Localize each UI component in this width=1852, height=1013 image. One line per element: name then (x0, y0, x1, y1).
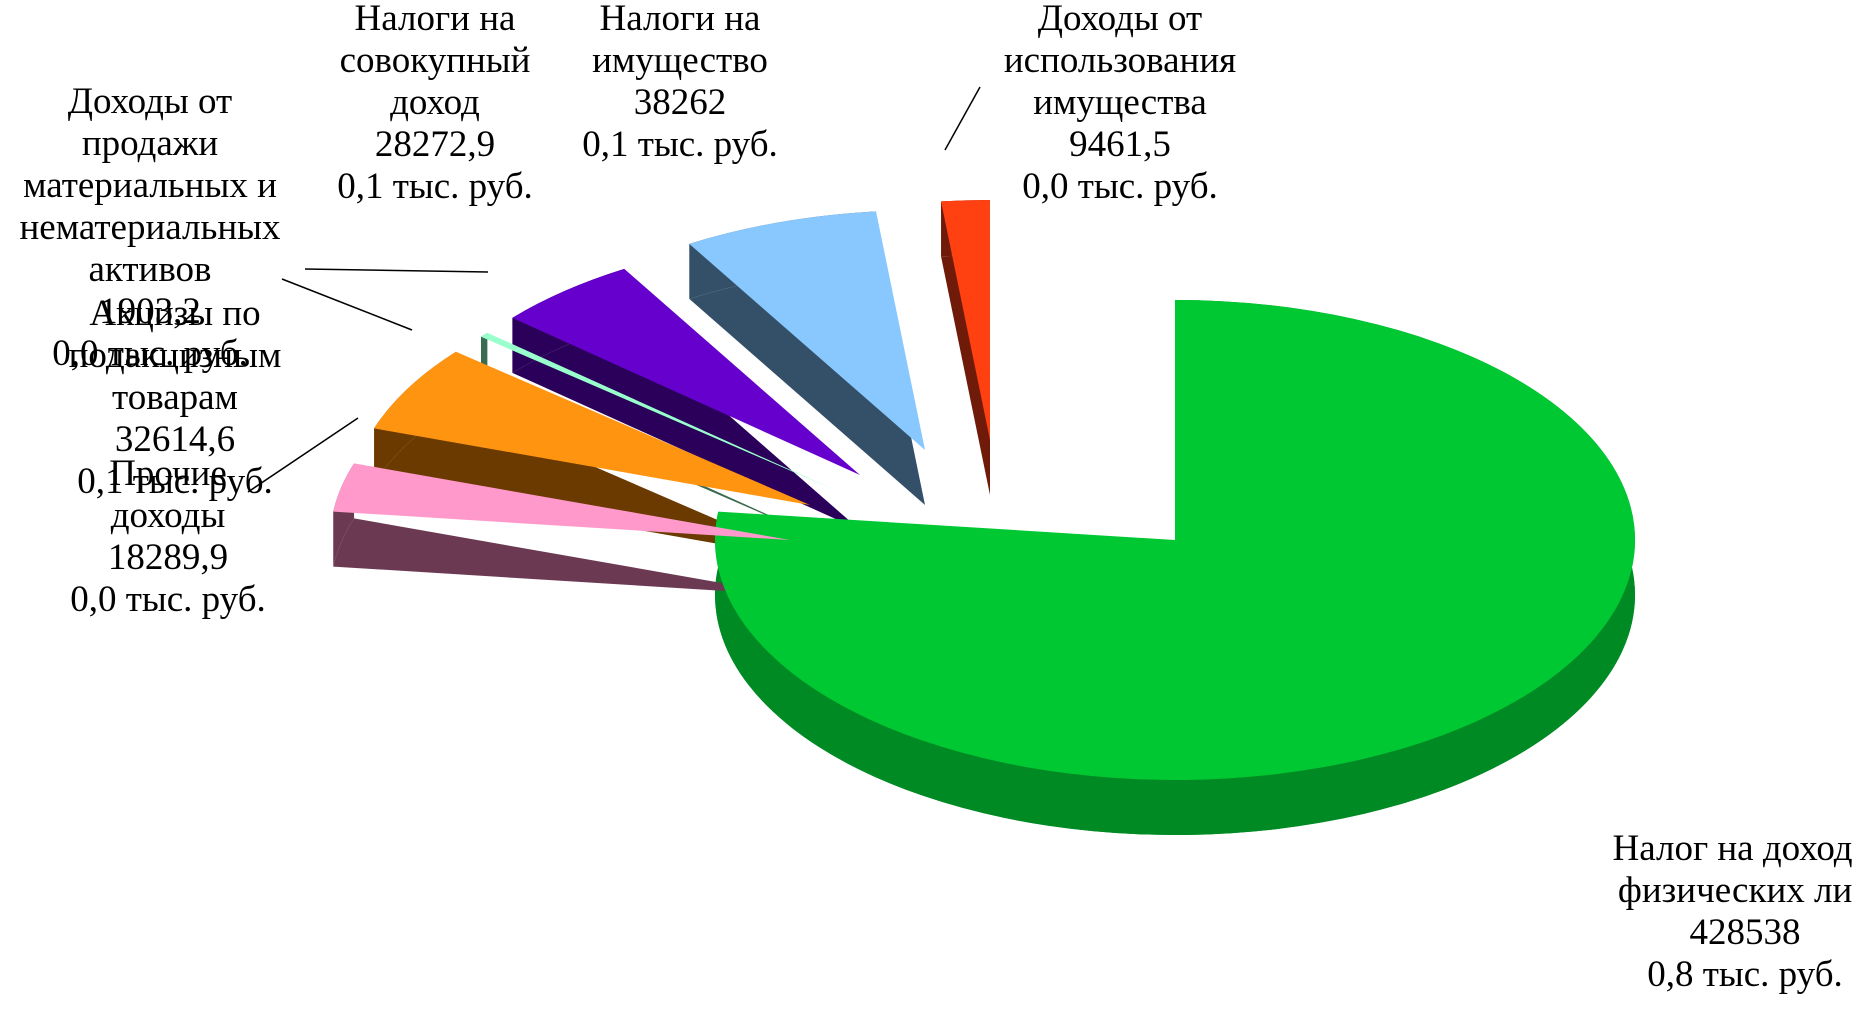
slice-4-label-line: 1903,2 (99, 291, 201, 332)
slice-1-label-line: физических лиц (1618, 870, 1852, 911)
slice-6-label-line: 0,1 тыс. руб. (582, 124, 778, 165)
slice-1-label-line: Налог на доходы (1613, 828, 1852, 869)
slice-1-top (714, 300, 1635, 781)
slice-3-label-line: товарам (112, 377, 238, 418)
slice-5-label-line: 28272,9 (375, 124, 495, 165)
slice-7-data-label: Доходы от использования имущества 9461,5 0,0… (1004, 0, 1236, 207)
slice-3-label-line: 0,1 тыс. руб. (77, 461, 273, 502)
slice-3-leader-line (281, 278, 413, 331)
slice-2-leader-line (247, 417, 359, 493)
slice-7-label-line: использования (1004, 40, 1236, 81)
slice-7-label-line: имущества (1033, 82, 1207, 123)
slice-3-data-label: Акцизы по подакцизным товарам 32614,6 0,1 ты… (69, 293, 282, 502)
slice-3-label-line: подакцизным (69, 335, 282, 376)
slice-2-data-label: Прочие доходы 18289,9 0,0 тыс. руб. (70, 453, 266, 620)
slice-3-top (374, 351, 810, 505)
slice-5-top (512, 268, 860, 475)
slice-2-label-line: 0,0 тыс. руб. (70, 579, 266, 620)
slice-7-label-line: Доходы от (1038, 0, 1202, 39)
slice-5-label-line: доход (390, 82, 480, 123)
slice-5-label-line: Налоги на (355, 0, 516, 39)
slice-6-label-line: 38262 (634, 82, 727, 123)
slice-3-label-line: 32614,6 (115, 419, 235, 460)
slice-4-label-line: Доходы от (68, 81, 232, 122)
slice-4-data-label: Доходы от продажи материальных и нематериал… (20, 81, 281, 374)
slice-5-label-line: совокупный (340, 40, 531, 81)
slice-7-top (941, 200, 990, 440)
slice-5-bottom (512, 323, 860, 530)
slice-4-leader-line (304, 268, 489, 273)
slice-6-top (689, 211, 925, 450)
slice-7-label-line: 0,0 тыс. руб. (1022, 166, 1218, 207)
slice-2-bottom (333, 518, 790, 595)
slice-4-top (480, 332, 835, 490)
slice-4-label-line: материальных и (23, 165, 277, 206)
slice-6-label-line: Налоги на (600, 0, 761, 39)
slice-4-label-line: нематериальных (20, 207, 281, 248)
slice-2-label-line: 18289,9 (108, 537, 228, 578)
slice-7-leader-line (944, 86, 981, 151)
slice-6-data-label: Налоги на имущество 38262 0,1 тыс. руб. (582, 0, 778, 165)
slice-4-label-line: 0,0 тыс. руб. (52, 333, 248, 374)
slice-6-label-line: имущество (592, 40, 768, 81)
slice-7-label-line: 9461,5 (1069, 124, 1171, 165)
slice-2-label-line: доходы (111, 495, 226, 536)
slice-3-label-line: Акцизы по (89, 293, 260, 334)
slice-2-top (333, 463, 790, 540)
leader-lines (247, 86, 981, 493)
slice-5-data-label: Налоги на совокупный доход 28272,9 0,1 тыс. … (337, 0, 533, 207)
data-labels: Налог на доходы физических лиц 428538 0,8 т… (20, 0, 1852, 995)
slice-1-label-line: 428538 (1690, 912, 1801, 953)
slice-5-label-line: 0,1 тыс. руб. (337, 166, 533, 207)
slice-tops (333, 200, 1635, 781)
slice-1-label-line: 0,8 тыс. руб. (1647, 954, 1843, 995)
slice-1-data-label: Налог на доходы физических лиц 428538 0,8 т… (1613, 828, 1852, 995)
slice-2-label-line: Прочие (109, 453, 227, 494)
slice-4-label-line: активов (88, 249, 211, 290)
slice-4-label-line: продажи (82, 123, 218, 164)
